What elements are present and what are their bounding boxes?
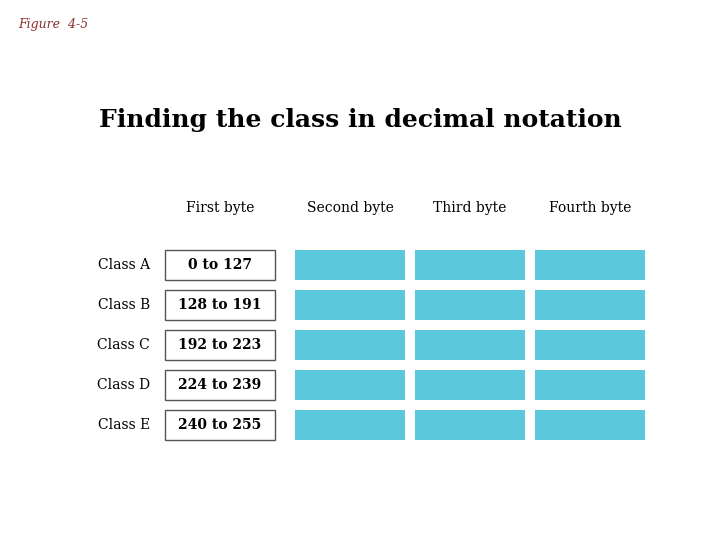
Text: Second byte: Second byte bbox=[307, 201, 393, 215]
Bar bbox=[535, 290, 645, 320]
Bar bbox=[535, 410, 645, 440]
Bar bbox=[165, 330, 275, 360]
Text: Class B: Class B bbox=[98, 298, 150, 312]
Text: 192 to 223: 192 to 223 bbox=[179, 338, 261, 352]
Text: Finding the class in decimal notation: Finding the class in decimal notation bbox=[99, 108, 621, 132]
Bar bbox=[165, 410, 275, 440]
Text: Class A: Class A bbox=[98, 258, 150, 272]
Text: First byte: First byte bbox=[186, 201, 254, 215]
Text: 224 to 239: 224 to 239 bbox=[179, 378, 261, 392]
Bar bbox=[295, 290, 405, 320]
Bar bbox=[535, 330, 645, 360]
Bar bbox=[165, 250, 275, 280]
Text: Class C: Class C bbox=[97, 338, 150, 352]
Text: Figure  4-5: Figure 4-5 bbox=[18, 18, 89, 31]
Text: Third byte: Third byte bbox=[433, 201, 507, 215]
Bar bbox=[415, 410, 525, 440]
Text: 128 to 191: 128 to 191 bbox=[179, 298, 262, 312]
Text: 240 to 255: 240 to 255 bbox=[179, 418, 261, 432]
Bar bbox=[415, 290, 525, 320]
Bar bbox=[295, 330, 405, 360]
Bar bbox=[415, 250, 525, 280]
Bar bbox=[165, 370, 275, 400]
Text: Class D: Class D bbox=[97, 378, 150, 392]
Bar bbox=[295, 250, 405, 280]
Text: Class E: Class E bbox=[98, 418, 150, 432]
Bar bbox=[415, 330, 525, 360]
Bar bbox=[415, 370, 525, 400]
Bar bbox=[165, 290, 275, 320]
Bar bbox=[295, 370, 405, 400]
Bar bbox=[295, 410, 405, 440]
Text: 0 to 127: 0 to 127 bbox=[188, 258, 252, 272]
Text: Fourth byte: Fourth byte bbox=[549, 201, 631, 215]
Bar bbox=[535, 370, 645, 400]
Bar bbox=[535, 250, 645, 280]
